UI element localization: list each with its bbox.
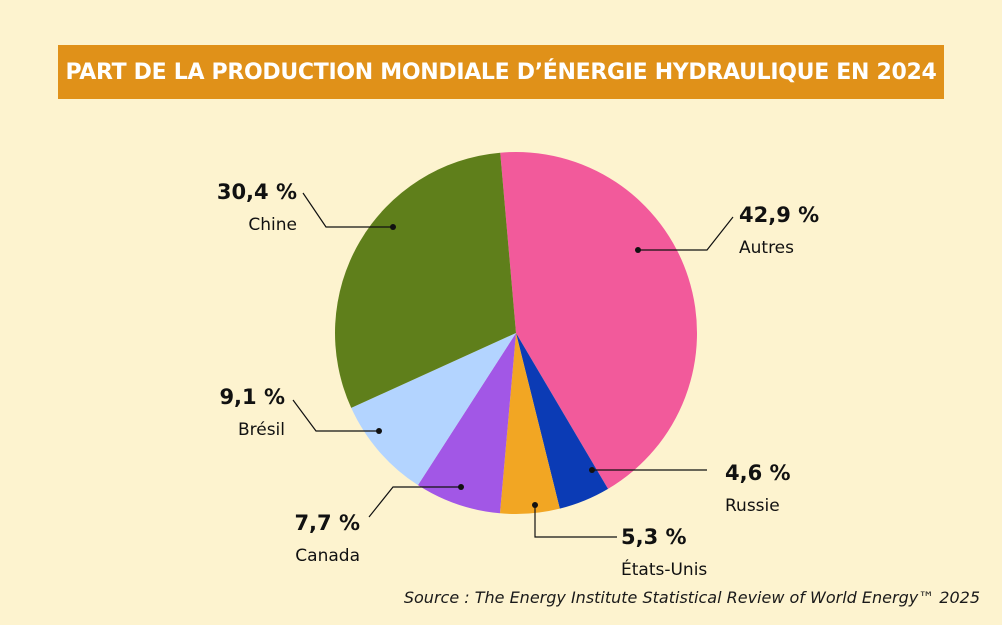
pie-slice-russie [516,333,609,509]
slice-value-label-etats-unis: 5,3 % [621,525,687,549]
leader-line-canada [368,486,461,518]
slice-name-label-bresil: Brésil [238,420,285,440]
leader-dot-bresil [376,428,382,434]
pie-slice-bresil [351,333,516,486]
slice-name-label-autres: Autres [739,238,794,258]
pie-slice-etats-unis [499,333,560,515]
slice-value-label-russie: 4,6 % [725,461,791,485]
source-note: Source : The Energy Institute Statistica… [403,588,980,607]
chart-title: PART DE LA PRODUCTION MONDIALE D’ÉNERGIE… [65,59,937,85]
leader-dot-chine [390,224,396,230]
slice-value-label-chine: 30,4 % [217,180,297,204]
leader-dot-autres [635,247,641,253]
leader-dot-russie [589,467,595,473]
leader-line-autres [638,216,734,251]
slice-value-label-autres: 42,9 % [739,203,819,227]
pie-slice-chine [335,152,516,408]
slice-name-label-canada: Canada [295,546,360,566]
leader-dot-canada [458,484,464,490]
pie-slice-autres [500,152,698,489]
slice-name-label-russie: Russie [725,496,780,516]
slice-name-label-etats-unis: États-Unis [621,558,707,580]
slice-value-label-bresil: 9,1 % [219,385,285,409]
title-banner: PART DE LA PRODUCTION MONDIALE D’ÉNERGIE… [58,45,944,99]
leader-line-etats-unis [534,505,617,538]
pie-slice-canada [417,333,516,514]
slice-name-label-chine: Chine [248,215,297,235]
slice-value-label-canada: 7,7 % [294,511,360,535]
leader-line-bresil [292,399,379,432]
leader-line-chine [302,192,393,228]
leader-dot-etats-unis [532,502,538,508]
